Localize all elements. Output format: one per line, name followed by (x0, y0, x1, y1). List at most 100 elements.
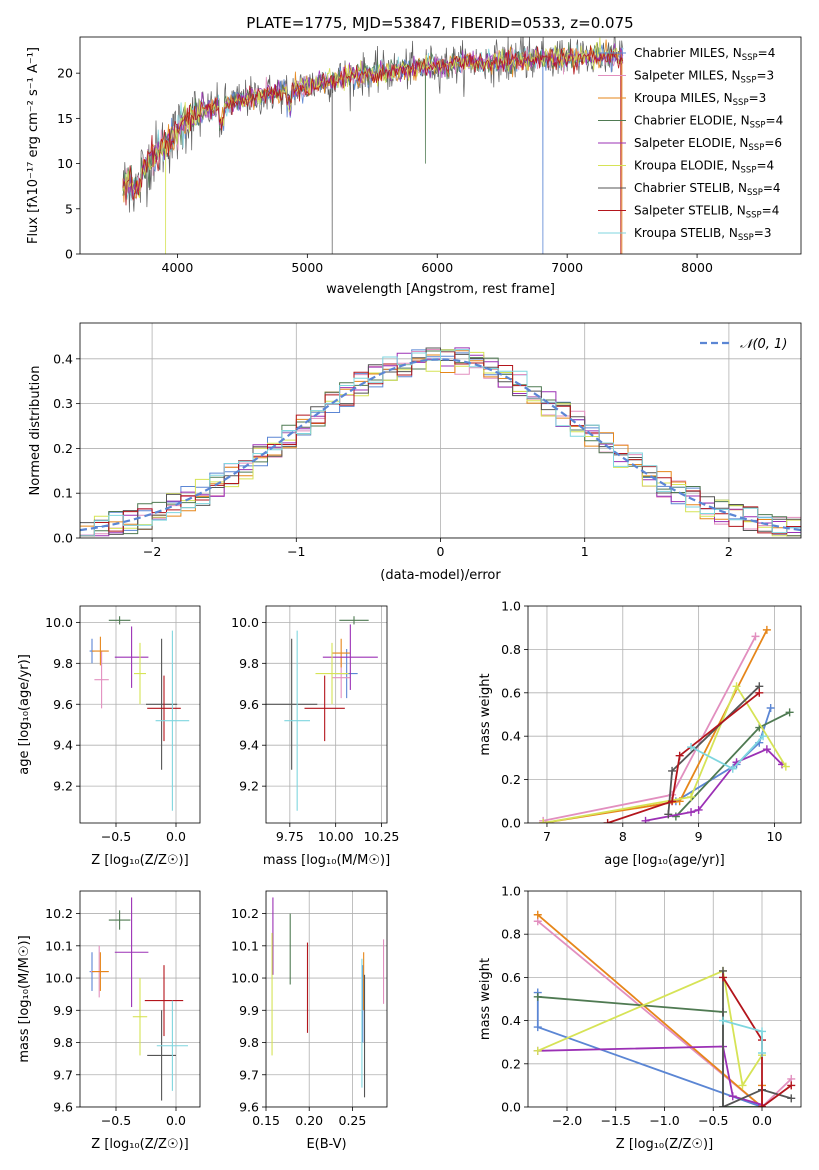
x-tick-label: 10.25 (364, 829, 400, 844)
x-tick-label: 0.0 (166, 829, 186, 844)
mass-vs-Z-axes: −0.5 0.0 9.6 9.7 9.8 9.9 10.0 10.1 10.2 Z [log₁₀(… (17, 890, 201, 1152)
legend-entry: Salpeter STELIB, NSSP=4 (634, 204, 779, 221)
legend-entry: Kroupa MILES, NSSP=3 (634, 91, 766, 108)
axes-frame (79, 36, 802, 255)
x-tick-label: −2.0 (552, 1113, 582, 1128)
gaussian-curve (80, 358, 801, 532)
y-tick-label: 10.1 (231, 938, 259, 953)
x-axis-label: wavelength [Angstrom, rest frame] (326, 282, 555, 297)
x-tick-label: 7000 (551, 260, 583, 275)
y-tick-label: 9.2 (53, 779, 73, 794)
y-axis-label: mass [log₁₀(M/M☉)] (17, 935, 32, 1062)
weight-marker (671, 812, 680, 821)
y-tick-label: 0.3 (53, 396, 73, 411)
x-tick-label: 0.0 (166, 1113, 186, 1128)
weight-marker (603, 819, 612, 823)
x-tick-label: 0.20 (295, 1113, 323, 1128)
axes-frame (79, 890, 201, 1108)
weight-marker (738, 1081, 747, 1090)
weight-marker (787, 1094, 796, 1103)
legend-entry: Chabrier ELODIE, NSSP=4 (634, 114, 783, 131)
y-tick-label: 0.0 (53, 531, 73, 546)
x-tick-label: 0.15 (252, 1113, 280, 1128)
weight-marker (758, 1103, 766, 1107)
weight-marker (539, 819, 548, 823)
y-tick-label: 9.8 (53, 656, 73, 671)
x-tick-label: 0 (437, 544, 445, 559)
y-tick-label: 5 (65, 201, 73, 216)
x-tick-label: 9.75 (276, 829, 304, 844)
y-tick-label: 0.2 (53, 441, 73, 456)
histogram-series (80, 351, 801, 537)
y-tick-label: 10.0 (231, 615, 259, 630)
y-tick-label: 0.6 (501, 685, 521, 700)
axes-frame (527, 890, 802, 1108)
weight-marker (758, 1049, 766, 1057)
x-tick-label: −0.5 (698, 1113, 728, 1128)
legend-entry: Salpeter MILES, NSSP=3 (634, 69, 774, 86)
y-tick-label: 9.6 (53, 1100, 73, 1115)
weight-marker (668, 797, 677, 806)
legend-entry: Chabrier STELIB, NSSP=4 (634, 181, 781, 198)
y-axis-label: mass weight (478, 673, 493, 755)
weight-marker (755, 688, 764, 697)
x-tick-label: −1.5 (601, 1113, 631, 1128)
y-tick-label: 10.1 (45, 938, 73, 953)
y-tick-label: 20 (57, 66, 73, 81)
x-tick-label: −1.0 (649, 1113, 679, 1128)
weight-marker (533, 1046, 542, 1055)
x-axis-label: Z [log₁₀(Z/Z☉)] (91, 853, 188, 868)
weight-marker (668, 766, 677, 775)
weight-marker (664, 810, 673, 819)
y-tick-label: 9.7 (239, 1067, 259, 1082)
legend-entry: Salpeter ELODIE, NSSP=6 (634, 136, 782, 153)
x-axis-label: Z [log₁₀(Z/Z☉)] (616, 1137, 713, 1152)
weight-marker (694, 805, 703, 814)
y-tick-label: 0.0 (501, 816, 521, 831)
y-axis-label: Normed distribution (28, 366, 43, 496)
x-tick-label: 2 (725, 544, 733, 559)
residuals-plot-area (80, 323, 801, 538)
y-tick-label: 1.0 (501, 884, 521, 899)
y-axis-label: age [log₁₀(age/yr)] (17, 654, 32, 775)
x-tick-label: −1 (287, 544, 305, 559)
x-tick-label: 10.00 (318, 829, 354, 844)
x-tick-label: −0.5 (101, 1113, 131, 1128)
weight-marker (728, 764, 737, 773)
histogram-series (80, 349, 801, 537)
weight-marker (687, 808, 696, 817)
weight-vs-Z-axes: −2.0 −1.5 −1.0 −0.5 0.0 0.0 0.2 0.4 0.6 0.8 1.0 Z [… (478, 884, 802, 1152)
weight-marker (675, 751, 684, 760)
y-tick-label: 9.2 (239, 779, 259, 794)
y-tick-label: 0.4 (501, 729, 521, 744)
y-tick-label: 9.7 (53, 1067, 73, 1082)
weight-marker (732, 682, 741, 691)
x-tick-label: 4000 (162, 260, 194, 275)
x-axis-label: age [log₁₀(age/yr)] (604, 853, 725, 868)
spectrum-series-line (122, 37, 624, 254)
weight-vs-age-axes: 7 8 9 10 0.0 0.2 0.4 0.6 0.8 1.0 age [log₁₀(age/yr… (478, 599, 802, 868)
y-tick-label: 0.1 (53, 486, 73, 501)
weight-marker (533, 910, 542, 919)
y-tick-label: 0.0 (501, 1100, 521, 1115)
age-vs-mass-plot-area (266, 606, 387, 823)
weight-marker (641, 816, 650, 823)
y-tick-label: 9.9 (239, 1003, 259, 1018)
weight-marker (687, 743, 696, 752)
x-tick-label: 1 (581, 544, 589, 559)
weight-series-line (645, 748, 783, 822)
weight-marker (719, 1016, 727, 1025)
weight-series-line (537, 969, 763, 1088)
mass-vs-Z-plot-area (80, 891, 200, 1107)
spectrum-axes: 4000 5000 6000 7000 8000 0 5 10 15 20 wavelength [… (26, 36, 802, 297)
weight-marker (762, 625, 771, 634)
y-tick-label: 10.0 (45, 971, 73, 986)
weight-series-line (722, 1019, 763, 1053)
weight-marker (762, 745, 771, 754)
weight-series-line (537, 920, 792, 1107)
weight-series-line (537, 1045, 763, 1106)
spectrum-series-line (122, 39, 624, 254)
axes-frame (79, 605, 201, 824)
weight-marker (728, 1092, 737, 1101)
x-axis-label: E(B-V) (306, 1137, 346, 1152)
